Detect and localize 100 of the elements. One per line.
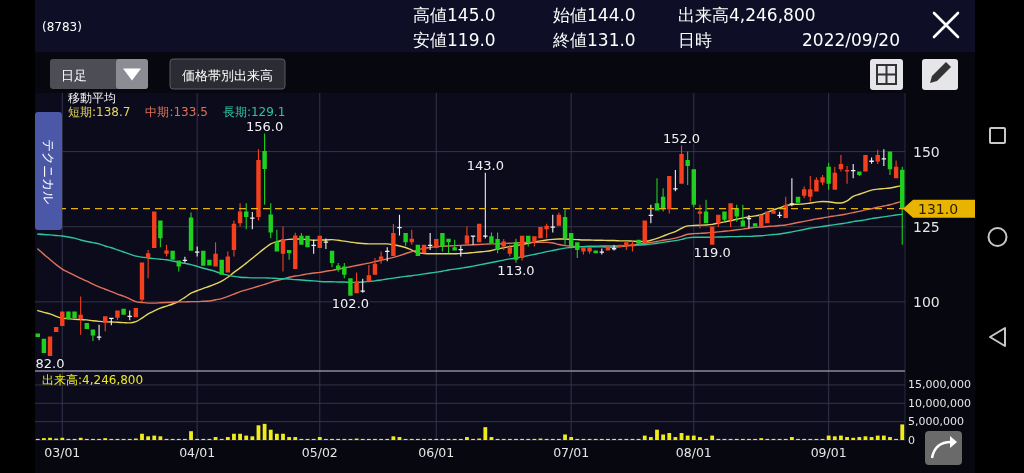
text: 長期:129.1 — [222, 105, 286, 119]
text: 日足 — [61, 67, 87, 83]
candlestick — [323, 238, 329, 249]
candlestick — [722, 211, 727, 222]
text: 82.0 — [35, 356, 65, 372]
bar — [232, 433, 236, 440]
annotation: テクニカル — [41, 138, 56, 204]
text: 152.0 — [662, 131, 701, 147]
candlestick — [470, 235, 476, 245]
y-tick-label: 0 — [908, 433, 915, 447]
bar — [48, 437, 52, 440]
bar — [465, 437, 469, 440]
candlestick — [256, 149, 261, 221]
candlestick — [575, 242, 580, 258]
candlestick — [219, 259, 224, 275]
bar — [685, 435, 690, 440]
bar — [832, 436, 837, 440]
x-tick-label: 04/01 — [179, 445, 216, 460]
text: 始値144.0 — [553, 5, 636, 25]
text: 143.0 — [466, 158, 504, 174]
bar — [262, 423, 267, 440]
legend-title: 移動平均 — [68, 90, 116, 105]
bar — [673, 437, 678, 440]
y-tick-label: 100 — [913, 293, 940, 310]
bar — [710, 435, 715, 440]
text: 156.0 — [246, 119, 284, 135]
candlestick — [685, 151, 690, 185]
candlestick — [360, 278, 365, 293]
y-tick-label: 15,000,000 — [908, 378, 971, 392]
bar — [875, 435, 880, 440]
x-tick-label: 05/02 — [301, 445, 338, 460]
y-tick-label: 10,000,000 — [908, 396, 971, 410]
bar — [60, 437, 65, 440]
bar — [250, 436, 255, 440]
bar — [238, 433, 242, 440]
bar — [857, 437, 862, 440]
bar — [642, 435, 647, 440]
bar — [655, 429, 659, 440]
text: 2022/09/20 — [802, 30, 900, 50]
candlestick — [593, 250, 598, 254]
bar — [888, 437, 892, 440]
candlestick — [78, 296, 83, 335]
candlestick — [164, 244, 169, 257]
bar — [140, 433, 144, 440]
chart-title: 出来高:4,246,800 — [42, 373, 144, 387]
candlestick — [679, 145, 684, 184]
candlestick — [673, 169, 678, 192]
bar — [667, 433, 672, 440]
bar — [317, 437, 322, 440]
x-tick-label: 03/01 — [44, 445, 81, 460]
bar — [293, 437, 298, 440]
bar — [563, 434, 567, 440]
bar — [483, 427, 488, 440]
candlestick — [728, 203, 733, 228]
candlestick — [342, 263, 347, 279]
bar — [281, 433, 285, 440]
candlestick — [96, 324, 102, 341]
text: 日時 — [678, 30, 712, 50]
x-tick-label: 08/01 — [675, 445, 712, 460]
candlestick — [789, 178, 795, 207]
bar — [845, 437, 849, 440]
bar — [274, 433, 279, 440]
bar — [900, 424, 905, 440]
x-tick-label: 09/01 — [810, 445, 847, 460]
text: 安値119.0 — [413, 30, 496, 50]
x-tick-label: 07/01 — [553, 445, 590, 460]
bar — [268, 429, 273, 440]
text: 出来高4,246,800 — [678, 5, 816, 25]
bar — [691, 435, 696, 440]
candlestick — [391, 224, 396, 256]
bar — [851, 437, 856, 440]
y-tick-label: 125 — [913, 218, 940, 235]
text: 短期:138.7 — [68, 105, 131, 119]
text: 102.0 — [331, 296, 370, 312]
candlestick — [746, 215, 752, 229]
bar — [839, 435, 843, 440]
bar — [698, 437, 702, 440]
bar — [152, 435, 157, 440]
bar — [146, 436, 151, 440]
bar — [244, 435, 249, 440]
candlestick — [280, 226, 286, 272]
ref-line-label: 131.0 — [918, 200, 959, 217]
text: 価格帯別出来高 — [182, 67, 273, 83]
candlestick — [354, 272, 359, 294]
candlestick — [121, 308, 126, 315]
bar — [569, 437, 574, 440]
text: 119.0 — [693, 245, 731, 261]
text: 終値131.0 — [552, 30, 636, 50]
line-series — [37, 213, 903, 284]
candlestick — [826, 162, 831, 190]
text: 113.0 — [497, 263, 535, 279]
candlestick — [158, 220, 163, 248]
candlestick — [250, 212, 255, 230]
bar — [287, 437, 292, 440]
bar — [648, 437, 653, 440]
candlestick — [262, 133, 267, 205]
bar — [881, 435, 886, 440]
bar — [158, 436, 163, 440]
bar — [225, 437, 230, 440]
candlestick — [550, 214, 555, 233]
